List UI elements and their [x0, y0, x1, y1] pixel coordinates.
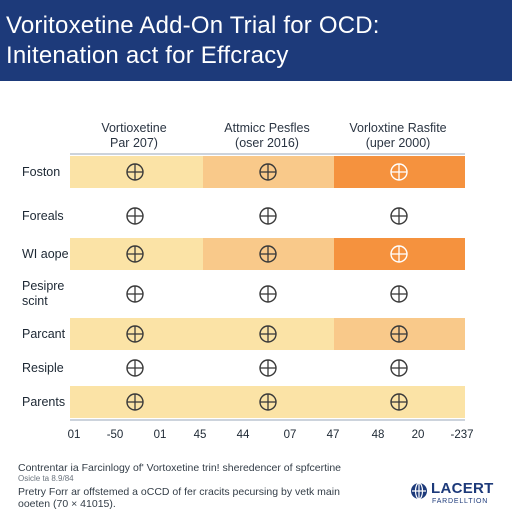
crosshair-icon	[127, 394, 143, 410]
x-tick-label: 20	[412, 429, 425, 441]
row-label: WI aope	[22, 247, 69, 262]
logo-name: LACERT	[431, 480, 494, 497]
footer-line-4: ooeten (70 × 41015).	[18, 498, 398, 510]
crosshair-icon	[127, 360, 143, 376]
crosshair-icon	[260, 394, 276, 410]
x-tick-label: 45	[194, 429, 207, 441]
row-label: Pesipre scint	[22, 279, 64, 309]
row-label-line: Foston	[22, 165, 60, 180]
row-label-line: Foreals	[22, 209, 64, 224]
row-label-line: Resiple	[22, 361, 64, 376]
footer-line-1: Contrentar ia Farcinlogy of' Vortoxetine…	[18, 462, 398, 474]
crosshair-icon	[127, 246, 143, 262]
footer-line-3: Pretry Forr ar offstemed a oCCD of fer c…	[18, 486, 398, 498]
crosshair-icon	[127, 164, 143, 180]
footer-line-2: Osicle ta 8.9/84	[18, 474, 398, 483]
logo: LACERT FARDELLTION	[410, 480, 510, 510]
row-label-line: Pesipre	[22, 279, 64, 294]
globe-icon	[410, 482, 428, 500]
x-tick-label: 48	[372, 429, 385, 441]
footer-note: Contrentar ia Farcinlogy of' Vortoxetine…	[18, 462, 398, 510]
crosshair-icon	[260, 286, 276, 302]
crosshair-icon	[391, 208, 407, 224]
crosshair-icon	[391, 164, 407, 180]
x-tick-label: -50	[107, 429, 124, 441]
row-label-line: scint	[22, 294, 64, 309]
crosshair-icon	[260, 208, 276, 224]
row-label-line: WI aope	[22, 247, 69, 262]
x-tick-label: 47	[327, 429, 340, 441]
crosshair-icon	[127, 208, 143, 224]
crosshair-icon	[391, 394, 407, 410]
x-tick-label: -237	[450, 429, 473, 441]
row-label: Foston	[22, 165, 60, 180]
crosshair-icon	[260, 326, 276, 342]
crosshair-icon	[391, 246, 407, 262]
x-tick-label: 01	[68, 429, 81, 441]
crosshair-icon	[391, 286, 407, 302]
x-tick-label: 07	[284, 429, 297, 441]
row-label: Foreals	[22, 209, 64, 224]
logo-subtitle: FARDELLTION	[432, 498, 488, 505]
crosshair-icon	[127, 326, 143, 342]
row-label-line: Parcant	[22, 327, 65, 342]
crosshair-icon	[391, 360, 407, 376]
crosshair-icon	[260, 360, 276, 376]
crosshair-icon	[391, 326, 407, 342]
crosshair-icon	[127, 286, 143, 302]
x-tick-label: 44	[237, 429, 250, 441]
crosshair-icon	[260, 164, 276, 180]
row-label: Parcant	[22, 327, 65, 342]
row-label-line: Parents	[22, 395, 65, 410]
crosshair-icon	[260, 246, 276, 262]
row-label: Resiple	[22, 361, 64, 376]
row-label: Parents	[22, 395, 65, 410]
x-tick-label: 01	[154, 429, 167, 441]
